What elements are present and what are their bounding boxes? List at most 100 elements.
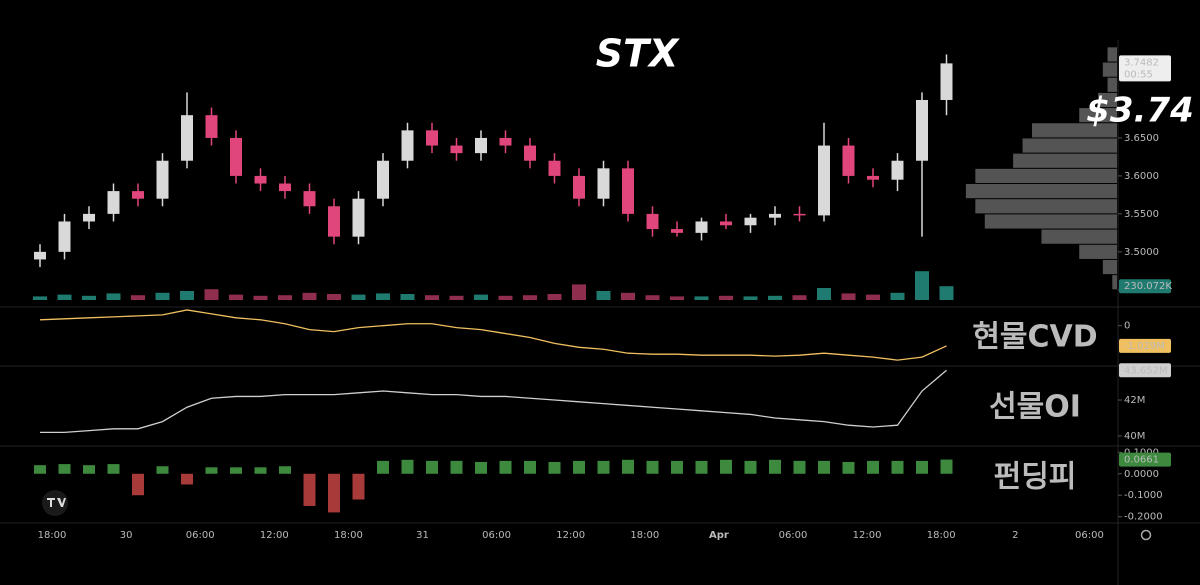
profile-bar — [984, 214, 1117, 229]
x-tick-label: 2 — [1012, 530, 1018, 541]
volume-bar — [253, 295, 268, 300]
candle-body — [818, 145, 830, 216]
candle-body — [548, 160, 561, 176]
y-tick-label: 3.6500 — [1124, 133, 1159, 144]
last-value-badge-text: 0.0661 — [1124, 455, 1159, 466]
settings-icon[interactable] — [1140, 529, 1152, 541]
funding-bar — [328, 473, 340, 513]
y-tick-label: 3.5500 — [1124, 209, 1159, 220]
funding-bar — [940, 459, 953, 474]
funding-bar — [303, 473, 316, 506]
funding-bar — [720, 459, 732, 474]
pane-label: 선물OI — [989, 390, 1081, 425]
profile-bar — [975, 199, 1117, 214]
candle-body — [279, 183, 291, 192]
volume-bar — [719, 295, 733, 300]
y-tick-label: 40M — [1124, 431, 1145, 442]
price-badge-box — [1119, 55, 1171, 82]
profile-bar — [1107, 77, 1117, 92]
profile-bar — [1112, 275, 1117, 290]
last-value-badge-text: 43.652M — [1124, 365, 1168, 376]
profile-bar — [1032, 123, 1117, 138]
profile-bar — [975, 168, 1117, 184]
volume-bar — [278, 295, 292, 300]
x-tick-label: 12:00 — [853, 530, 882, 541]
funding-bar — [377, 460, 389, 474]
pane-label: 펀딩피 — [994, 460, 1077, 495]
y-tick-label: 0.0000 — [1124, 469, 1159, 480]
volume-bar — [302, 292, 317, 300]
volume-bar — [327, 294, 341, 300]
profile-bar — [1079, 244, 1117, 259]
series-line — [39, 309, 947, 361]
volume-bar — [474, 294, 488, 300]
x-tick-label: 18:00 — [630, 530, 659, 541]
candle-body — [891, 160, 904, 180]
funding-bar — [205, 467, 218, 474]
profile-bar — [965, 184, 1117, 199]
funding-bar — [646, 460, 659, 474]
volume-badge-text: 230.072K — [1124, 281, 1172, 292]
funding-bar — [450, 460, 463, 474]
pane-dividers — [0, 40, 1200, 585]
y-tick-label: 0 — [1124, 321, 1130, 332]
volume-bar — [572, 284, 586, 300]
funding-bar — [475, 461, 487, 474]
candle-body — [744, 217, 757, 226]
volume-bar — [33, 296, 47, 300]
funding-bar — [58, 464, 71, 474]
volume-bar — [449, 295, 464, 300]
volume-bar — [939, 286, 954, 300]
volume-bar — [82, 295, 96, 300]
pane-label: 현물CVD — [972, 320, 1097, 355]
funding-bar — [744, 460, 757, 474]
x-tick-label: 31 — [416, 530, 429, 541]
candle-body — [83, 213, 95, 222]
last-value-badge: 0.0661 — [1119, 452, 1171, 467]
chart-title: STX — [596, 32, 680, 76]
candle-body — [401, 130, 414, 161]
volume-bar — [792, 295, 807, 300]
y-tick-label: -0.1000 — [1124, 490, 1163, 501]
volume-bar — [400, 294, 415, 300]
candle-body — [573, 175, 585, 199]
candle-body — [524, 145, 536, 161]
candle-body — [867, 175, 879, 180]
series-line — [40, 369, 947, 434]
profile-bar — [1013, 153, 1117, 168]
last-value-badge-box — [1119, 363, 1171, 378]
last-value-badge-box — [1119, 452, 1171, 467]
logo-circle — [42, 490, 68, 516]
volume-bar — [204, 289, 219, 300]
last-value-badge-box — [1119, 338, 1171, 353]
candle-body — [377, 160, 389, 199]
candle-body — [916, 99, 928, 161]
volume-badge-box — [1119, 279, 1171, 294]
funding-bar — [156, 466, 169, 474]
candle-body — [450, 145, 463, 154]
x-tick-label: 18:00 — [927, 530, 956, 541]
profile-bar — [1102, 62, 1117, 77]
volume-bar — [817, 288, 831, 300]
gear[interactable] — [1140, 529, 1152, 541]
candle-body — [793, 213, 806, 216]
candle-body — [769, 213, 781, 218]
volume-bar — [425, 295, 439, 300]
candle-body — [205, 115, 218, 138]
x-tick-label: 12:00 — [556, 530, 585, 541]
profile-bar — [1079, 108, 1117, 123]
candle-body — [646, 213, 659, 230]
candle-body — [475, 137, 487, 154]
candle-body — [156, 160, 169, 199]
candle-body — [230, 137, 242, 176]
funding-bar — [842, 461, 855, 474]
candle-body — [499, 137, 512, 146]
candle-body — [940, 63, 953, 100]
volume-bar — [841, 293, 856, 300]
volume-bar — [523, 295, 537, 300]
funding-bar — [891, 460, 904, 474]
volume-bar — [743, 296, 758, 300]
candle-body — [597, 168, 610, 199]
funding-bar — [426, 460, 438, 474]
volume-bar — [621, 292, 635, 300]
